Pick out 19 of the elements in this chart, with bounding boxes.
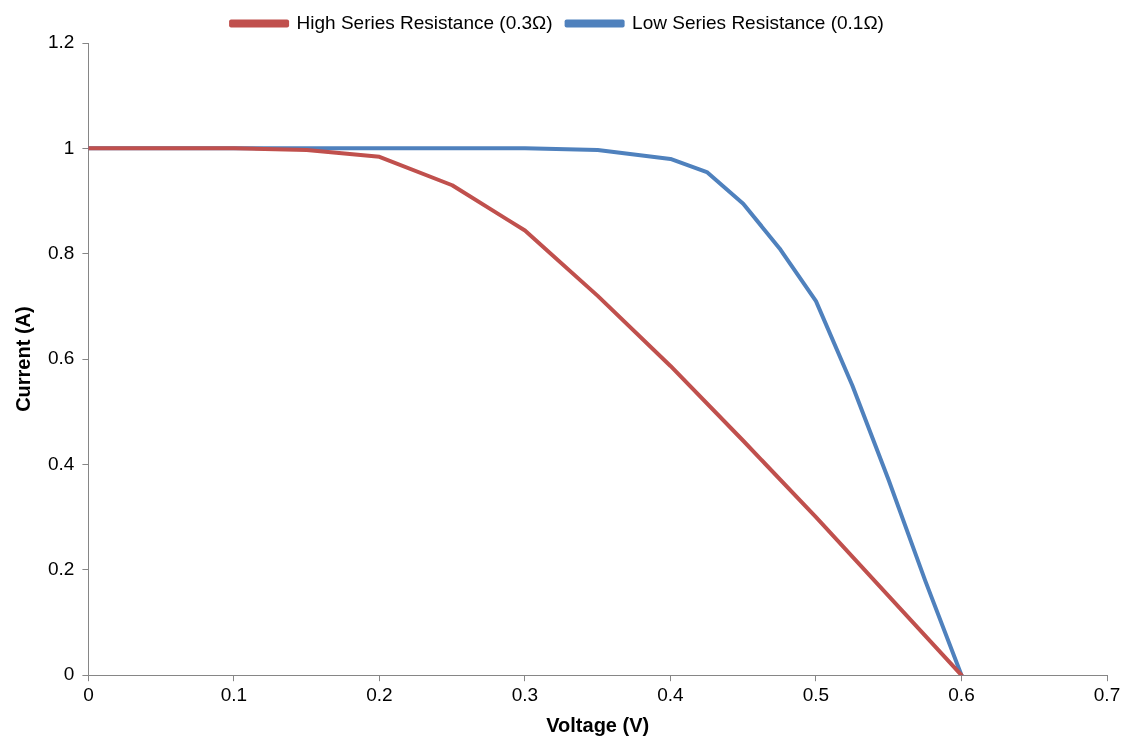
y-tick-label: 0.6 xyxy=(47,347,75,369)
x-tick-label: 0.2 xyxy=(366,683,393,705)
legend-label: Low Series Resistance (0.1Ω) xyxy=(632,11,884,33)
x-tick-label: 0.7 xyxy=(1093,683,1121,705)
x-axis-title: Voltage (V) xyxy=(546,713,650,736)
y-tick-label: 1 xyxy=(63,136,75,158)
x-tick-label: 0.5 xyxy=(802,683,830,705)
x-tick-label: 0 xyxy=(83,683,94,705)
y-axis-title: Current (A) xyxy=(11,306,34,412)
x-tick-label: 0.3 xyxy=(511,683,539,705)
y-tick-label: 0.8 xyxy=(47,241,75,263)
x-tick-label: 0.1 xyxy=(220,683,248,705)
y-tick-label: 0.4 xyxy=(47,452,75,474)
y-tick-label: 1.2 xyxy=(47,31,75,53)
legend-label: High Series Resistance (0.3Ω) xyxy=(296,11,553,33)
x-tick-label: 0.6 xyxy=(948,683,975,705)
x-tick-label: 0.4 xyxy=(657,683,685,705)
y-tick-label: 0 xyxy=(63,663,75,685)
y-tick-label: 0.2 xyxy=(47,558,75,580)
